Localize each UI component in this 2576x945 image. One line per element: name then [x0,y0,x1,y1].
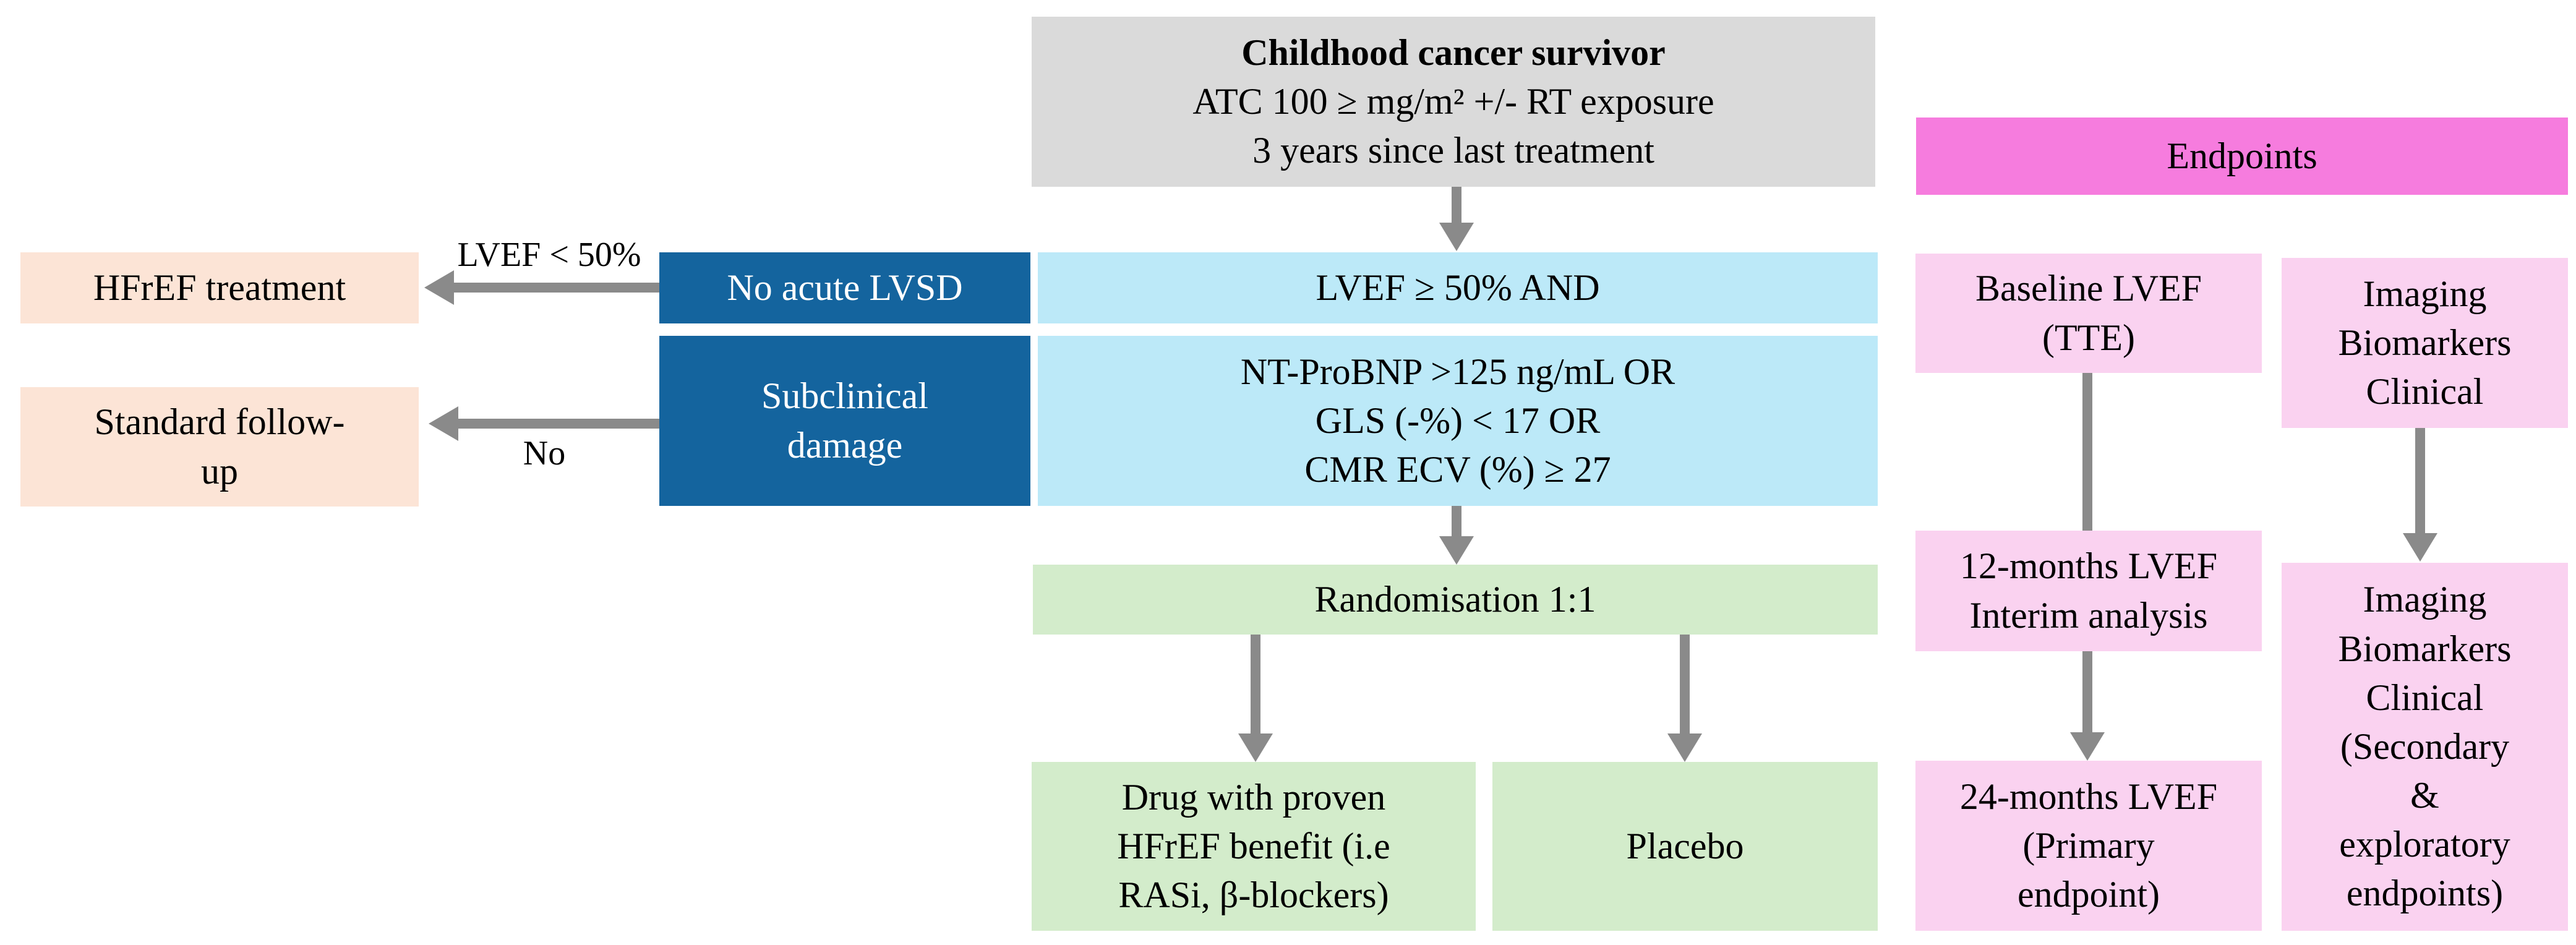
arrow-shaft [1452,187,1461,223]
biomarker-criteria-box: NT-ProBNP >125 ng/mL OR GLS (-%) < 17 OR… [1038,336,1878,506]
arrow-shaft [458,419,659,429]
arrow-head-down-icon [1238,733,1273,762]
no-acute-lvsd-box: No acute LVSD [659,252,1030,323]
twentyfour-months-lvef-label: 24-months LVEF (Primary endpoint) [1959,776,2218,915]
endpoints-header-label: Endpoints [2167,135,2317,176]
hfref-treatment-box: HFrEF treatment [20,252,419,323]
no-acute-lvsd-label: No acute LVSD [727,267,963,308]
imaging-biomarkers-label: Imaging Biomarkers Clinical [2338,273,2512,413]
standard-followup-label: Standard follow- up [94,401,345,492]
twelve-months-lvef-box: 12-months LVEF Interim analysis [1915,531,2262,651]
arrow-shaft [2082,651,2092,732]
secondary-endpoints-label: Imaging Biomarkers Clinical (Secondary &… [2338,579,2512,914]
arrow-shaft [1251,635,1260,733]
placebo-arm-box: Placebo [1492,762,1878,931]
eligibility-title: Childhood cancer survivor [1241,32,1666,73]
arrow-shaft [1452,506,1461,536]
subclinical-damage-label: Subclinical damage [761,375,928,466]
drug-arm-label: Drug with proven HFrEF benefit (i.e RASi… [1117,776,1390,916]
eligibility-time-criterion: 3 years since last treatment [1252,130,1654,171]
twentyfour-months-lvef-box: 24-months LVEF (Primary endpoint) [1915,761,2262,931]
eligibility-box: Childhood cancer survivor ATC 100 ≥ mg/m… [1032,17,1875,187]
randomisation-label: Randomisation 1:1 [1314,578,1596,620]
lvef-criterion-label: LVEF ≥ 50% AND [1316,267,1600,308]
placebo-arm-label: Placebo [1626,825,1744,866]
arrow-head-down-icon [1439,223,1474,251]
arrow-head-left-icon [424,270,454,305]
secondary-endpoints-box: Imaging Biomarkers Clinical (Secondary &… [2282,563,2568,931]
arrow-head-down-icon [2070,732,2105,761]
baseline-lvef-box: Baseline LVEF (TTE) [1915,254,2262,373]
arrow-head-down-icon [1439,536,1474,565]
lvef-lt-50-label: LVEF < 50% [457,236,641,274]
biomarker-criteria-label: NT-ProBNP >125 ng/mL OR GLS (-%) < 17 OR… [1240,351,1675,490]
arrow-head-left-icon [429,406,458,441]
arrow-shaft [1680,635,1690,733]
eligibility-dose-criterion: ATC 100 ≥ mg/m² +/- RT exposure [1192,80,1714,122]
drug-arm-box: Drug with proven HFrEF benefit (i.e RASi… [1032,762,1476,931]
randomisation-box: Randomisation 1:1 [1033,565,1878,635]
subclinical-damage-box: Subclinical damage [659,336,1030,506]
hfref-treatment-label: HFrEF treatment [93,267,346,308]
no-label: No [523,434,566,472]
arrow-shaft [454,283,659,293]
connector-baseline-to-12months [2082,373,2092,531]
lvef-criterion-box: LVEF ≥ 50% AND [1038,252,1878,323]
twelve-months-lvef-label: 12-months LVEF Interim analysis [1959,545,2218,636]
arrow-head-down-icon [1667,733,1702,762]
endpoints-header: Endpoints [1916,118,2568,195]
imaging-biomarkers-box: Imaging Biomarkers Clinical [2282,258,2568,428]
arrow-shaft [2415,428,2425,533]
baseline-lvef-label: Baseline LVEF (TTE) [1975,268,2202,358]
standard-followup-box: Standard follow- up [20,387,419,507]
arrow-head-down-icon [2403,533,2437,562]
